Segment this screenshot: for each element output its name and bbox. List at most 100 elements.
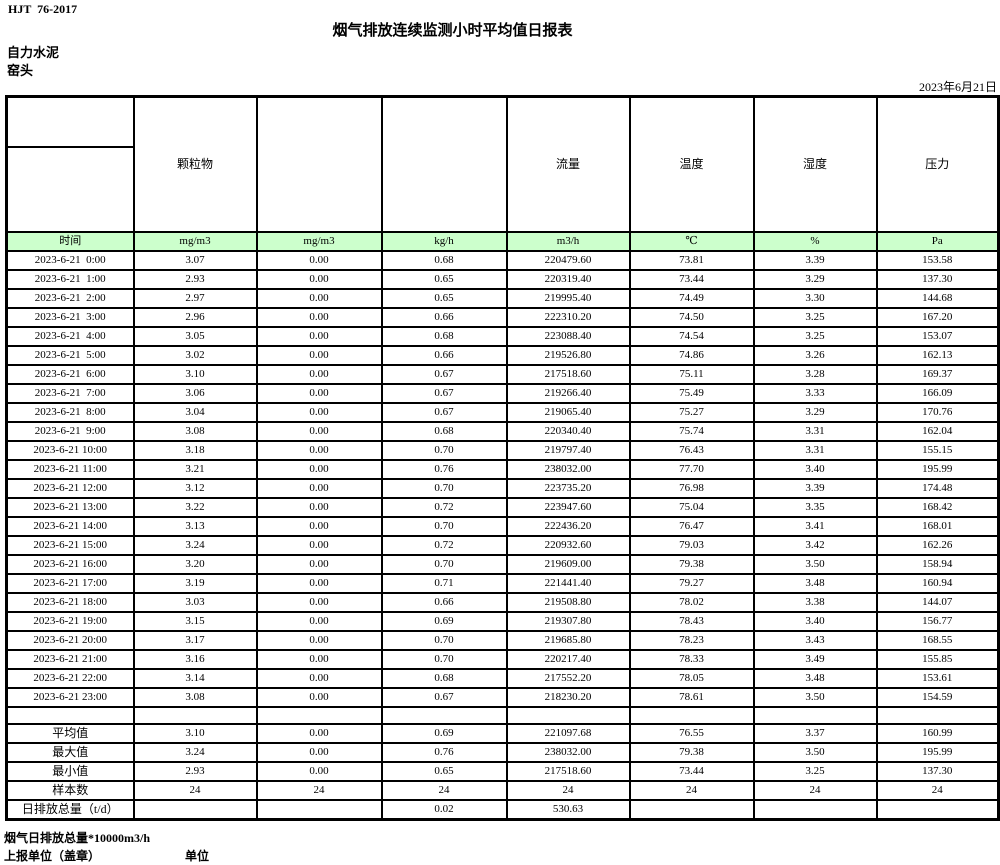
value-cell: 144.68 (875, 288, 1000, 309)
value-cell: 0.71 (380, 573, 508, 594)
time-header-top-cell (8, 132, 132, 148)
value-cell: 3.33 (752, 383, 878, 404)
value-cell: 220217.40 (505, 649, 631, 670)
value-cell: 3.29 (752, 269, 878, 290)
value-cell: 0.00 (255, 307, 383, 328)
value-cell: 154.59 (875, 687, 1000, 708)
report-unit-label: 上报单位（盖章） (4, 849, 101, 863)
table-row: 2023-6-21 6:00 3.10 0.00 0.67 217518.60 75.11… (5, 364, 1000, 385)
value-cell: 0.00 (255, 592, 383, 613)
value-cell: 0.00 (255, 611, 383, 632)
value-cell: 217552.20 (505, 668, 631, 689)
table-row: 2023-6-21 8:00 3.04 0.00 0.67 219065.40 75.27… (5, 402, 1000, 423)
value-cell: 0.00 (255, 383, 383, 404)
value-cell: 3.15 (132, 611, 258, 632)
column-header-humidity: 湿度 (752, 95, 878, 233)
table-row: 2023-6-21 15:00 3.24 0.00 0.72 220932.60 79.0… (5, 535, 1000, 556)
value-cell: 0.68 (380, 326, 508, 347)
value-cell: 3.50 (752, 554, 878, 575)
summary-value-cell: 238032.00 (505, 742, 631, 763)
value-cell: 219508.80 (505, 592, 631, 613)
table-row: 2023-6-21 16:00 3.20 0.00 0.70 219609.00 79.3… (5, 554, 1000, 575)
value-cell: 74.86 (628, 345, 755, 366)
value-cell: 76.98 (628, 478, 755, 499)
summary-row: 最大值 3.24 0.00 0.76 238032.00 79.38 3.50 195.99 (5, 742, 1000, 763)
value-cell: 222436.20 (505, 516, 631, 537)
table-row: 2023-6-21 4:00 3.05 0.00 0.68 223088.40 74.54… (5, 326, 1000, 347)
table-row: 2023-6-21 0:00 3.07 0.00 0.68 220479.60 73.81… (5, 250, 1000, 271)
summary-value-cell: 24 (628, 780, 755, 801)
time-cell: 2023-6-21 1:00 (5, 269, 135, 290)
unit-cell: mg/m3 (255, 231, 383, 252)
time-cell: 2023-6-21 17:00 (5, 573, 135, 594)
table-row: 2023-6-21 10:00 3.18 0.00 0.70 219797.40 76.4… (5, 440, 1000, 461)
value-cell: 160.94 (875, 573, 1000, 594)
summary-value-cell: 3.10 (132, 723, 258, 744)
value-cell: 3.48 (752, 573, 878, 594)
column-header-blank-2 (380, 95, 508, 233)
value-cell: 219065.40 (505, 402, 631, 423)
value-cell: 3.19 (132, 573, 258, 594)
summary-value-cell: 24 (505, 780, 631, 801)
value-cell: 195.99 (875, 459, 1000, 480)
time-cell: 2023-6-21 16:00 (5, 554, 135, 575)
value-cell: 77.70 (628, 459, 755, 480)
value-cell: 0.70 (380, 554, 508, 575)
value-cell: 168.01 (875, 516, 1000, 537)
value-cell: 3.20 (132, 554, 258, 575)
table-row: 2023-6-21 7:00 3.06 0.00 0.67 219266.40 75.49… (5, 383, 1000, 404)
value-cell: 0.72 (380, 497, 508, 518)
summary-value-cell: 221097.68 (505, 723, 631, 744)
time-cell: 2023-6-21 11:00 (5, 459, 135, 480)
value-cell: 0.70 (380, 649, 508, 670)
table-row: 2023-6-21 20:00 3.17 0.00 0.70 219685.80 78.2… (5, 630, 1000, 651)
summary-label: 日排放总量（t/d） (5, 799, 135, 821)
time-cell: 2023-6-21 3:00 (5, 307, 135, 328)
value-cell: 74.54 (628, 326, 755, 347)
value-cell: 3.04 (132, 402, 258, 423)
summary-label: 平均值 (5, 723, 135, 744)
value-cell: 0.66 (380, 345, 508, 366)
value-cell: 3.18 (132, 440, 258, 461)
value-cell: 0.00 (255, 459, 383, 480)
summary-value-cell: 0.02 (380, 799, 508, 821)
value-cell: 219685.80 (505, 630, 631, 651)
summary-value-cell: 195.99 (875, 742, 1000, 763)
value-cell: 2.97 (132, 288, 258, 309)
value-cell: 220319.40 (505, 269, 631, 290)
summary-value-cell: 3.24 (132, 742, 258, 763)
value-cell: 3.25 (752, 307, 878, 328)
value-cell: 168.42 (875, 497, 1000, 518)
summary-row: 样本数 24 24 24 24 24 24 24 (5, 780, 1000, 801)
value-cell: 3.49 (752, 649, 878, 670)
value-cell: 219307.80 (505, 611, 631, 632)
value-cell: 0.00 (255, 326, 383, 347)
value-cell: 78.61 (628, 687, 755, 708)
value-cell: 170.76 (875, 402, 1000, 423)
report-title: 烟气排放连续监测小时平均值日报表 (332, 23, 573, 39)
summary-value-cell: 3.25 (752, 761, 878, 782)
summary-value-cell: 217518.60 (505, 761, 631, 782)
table-row: 2023-6-21 19:00 3.15 0.00 0.69 219307.80 78.4… (5, 611, 1000, 632)
value-cell: 220932.60 (505, 535, 631, 556)
value-cell: 2.93 (132, 269, 258, 290)
empty-cell (875, 706, 1000, 725)
value-cell: 78.33 (628, 649, 755, 670)
empty-cell (752, 706, 878, 725)
column-header-temperature: 温度 (628, 95, 755, 233)
value-cell: 0.70 (380, 440, 508, 461)
summary-value-cell: 24 (380, 780, 508, 801)
value-cell: 78.02 (628, 592, 755, 613)
value-cell: 3.16 (132, 649, 258, 670)
summary-label: 最大值 (5, 742, 135, 763)
value-cell: 219266.40 (505, 383, 631, 404)
footer-line: 上报单位（盖章） 单位 (4, 849, 1000, 865)
value-cell: 3.41 (752, 516, 878, 537)
value-cell: 3.17 (132, 630, 258, 651)
value-cell: 0.67 (380, 383, 508, 404)
value-cell: 153.61 (875, 668, 1000, 689)
table-row: 2023-6-21 22:00 3.14 0.00 0.68 217552.20 78.0… (5, 668, 1000, 689)
value-cell: 0.68 (380, 421, 508, 442)
value-cell: 3.30 (752, 288, 878, 309)
table-row: 2023-6-21 14:00 3.13 0.00 0.70 222436.20 76.4… (5, 516, 1000, 537)
